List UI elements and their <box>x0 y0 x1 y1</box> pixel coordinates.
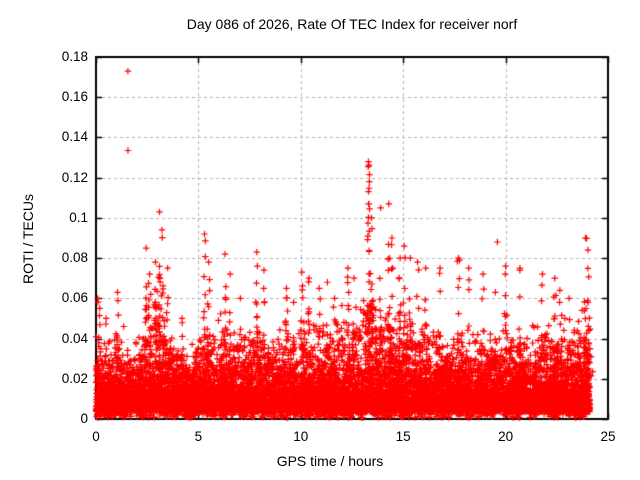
x-tick-label: 0 <box>92 429 100 444</box>
y-tick-label: 0.06 <box>61 290 88 306</box>
y-tick-label: 0.02 <box>61 370 88 386</box>
y-tick-label: 0.14 <box>61 129 88 145</box>
y-tick-label: 0.1 <box>69 209 88 225</box>
x-tick-label: 10 <box>293 429 309 444</box>
y-tick-label: 0.12 <box>61 169 88 185</box>
x-axis-label: GPS time / hours <box>276 453 384 469</box>
y-tick-label: 0.18 <box>61 49 88 64</box>
y-tick-label: 0.04 <box>61 330 88 346</box>
y-tick-label: 0.16 <box>61 89 88 105</box>
x-tick-label: 5 <box>194 429 203 444</box>
y-tick-label: 0.08 <box>61 250 88 266</box>
x-tick-label: 25 <box>600 429 616 444</box>
y-tick-label: 0 <box>80 411 88 426</box>
x-tick-label: 20 <box>498 429 514 444</box>
x-tick-label: 15 <box>395 429 411 444</box>
chart-title: Day 086 of 2026, Rate Of TEC Index for r… <box>186 16 518 32</box>
